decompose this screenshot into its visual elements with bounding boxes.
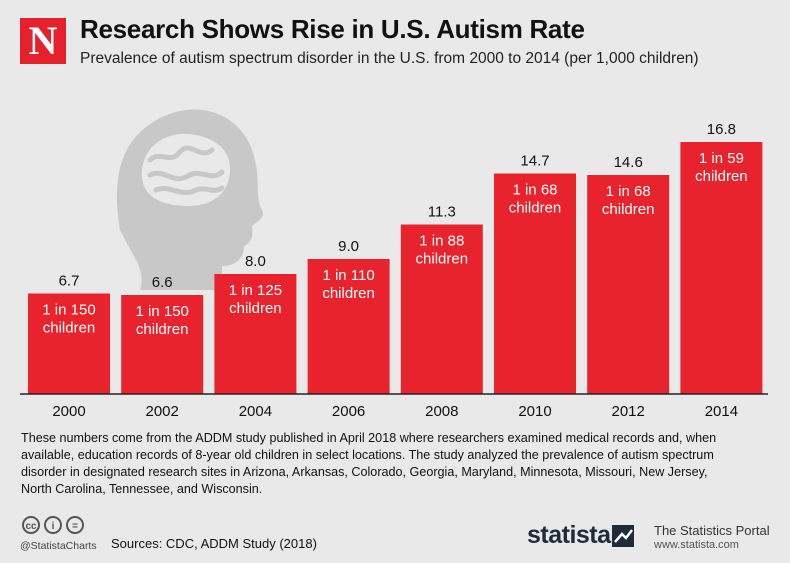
x-tick-label: 2014 <box>705 403 738 420</box>
creative-commons-icon: cc <box>22 516 40 534</box>
value-label: 16.8 <box>707 121 736 138</box>
bar-note-label: children <box>43 320 96 337</box>
bar-note-label: children <box>602 201 655 218</box>
bar-note-label: 1 in 125 <box>229 282 282 299</box>
chart-title: Research Shows Rise in U.S. Autism Rate <box>80 14 585 44</box>
value-label: 6.6 <box>152 274 173 291</box>
bar-note-label: 1 in 150 <box>136 303 189 320</box>
bar <box>307 259 390 394</box>
x-tick-label: 2004 <box>239 403 272 420</box>
bar <box>214 274 297 394</box>
bar-note-label: 1 in 150 <box>42 302 95 319</box>
statista-url: www.statista.com <box>654 539 739 551</box>
newsweek-logo: N <box>20 18 66 64</box>
value-label: 14.7 <box>520 153 549 170</box>
bar <box>494 173 576 394</box>
statista-handle: @StatistaCharts <box>20 540 97 552</box>
bar <box>587 175 670 394</box>
footnote-text: These numbers come from the ADDM study p… <box>21 431 717 496</box>
statista-wordmark: statista <box>527 521 611 549</box>
bar <box>680 142 763 394</box>
value-label: 6.7 <box>59 273 80 290</box>
statista-logo-icon <box>612 525 634 547</box>
value-label: 9.0 <box>338 238 359 255</box>
bar-note-label: children <box>229 300 282 317</box>
bar-note-label: 1 in 68 <box>512 182 557 199</box>
bar-note-label: 1 in 59 <box>699 150 744 167</box>
x-tick-label: 2002 <box>146 403 179 420</box>
bar <box>28 293 110 394</box>
chart-subtitle: Prevalence of autism spectrum disorder i… <box>80 50 699 67</box>
bar-note-label: children <box>136 321 189 338</box>
license-icons: cc i = <box>22 516 88 534</box>
no-derivatives-icon: = <box>66 516 84 534</box>
bar-note-label: children <box>509 200 562 217</box>
bar-note-label: children <box>322 285 375 302</box>
value-label: 8.0 <box>245 253 266 270</box>
x-tick-label: 2006 <box>332 403 365 420</box>
bar-note-label: 1 in 88 <box>419 233 464 250</box>
bar-note-label: 1 in 68 <box>606 183 651 200</box>
bar-note-label: 1 in 110 <box>322 267 374 284</box>
bar <box>121 295 204 394</box>
bar <box>400 224 483 394</box>
statistics-portal-label: The Statistics Portal <box>654 523 770 538</box>
x-tick-label: 2008 <box>425 403 458 420</box>
value-label: 14.6 <box>614 154 643 171</box>
x-tick-label: 2012 <box>612 403 645 420</box>
bar-note-label: children <box>695 168 748 185</box>
bar-note-label: children <box>416 251 469 268</box>
brain-head-icon <box>116 109 263 290</box>
sources-text: Sources: CDC, ADDM Study (2018) <box>111 536 317 551</box>
logo-letter: N <box>28 18 58 63</box>
attribution-icon: i <box>44 516 62 534</box>
x-tick-label: 2010 <box>518 403 551 420</box>
value-label: 11.3 <box>428 204 456 221</box>
x-tick-label: 2000 <box>52 403 85 420</box>
